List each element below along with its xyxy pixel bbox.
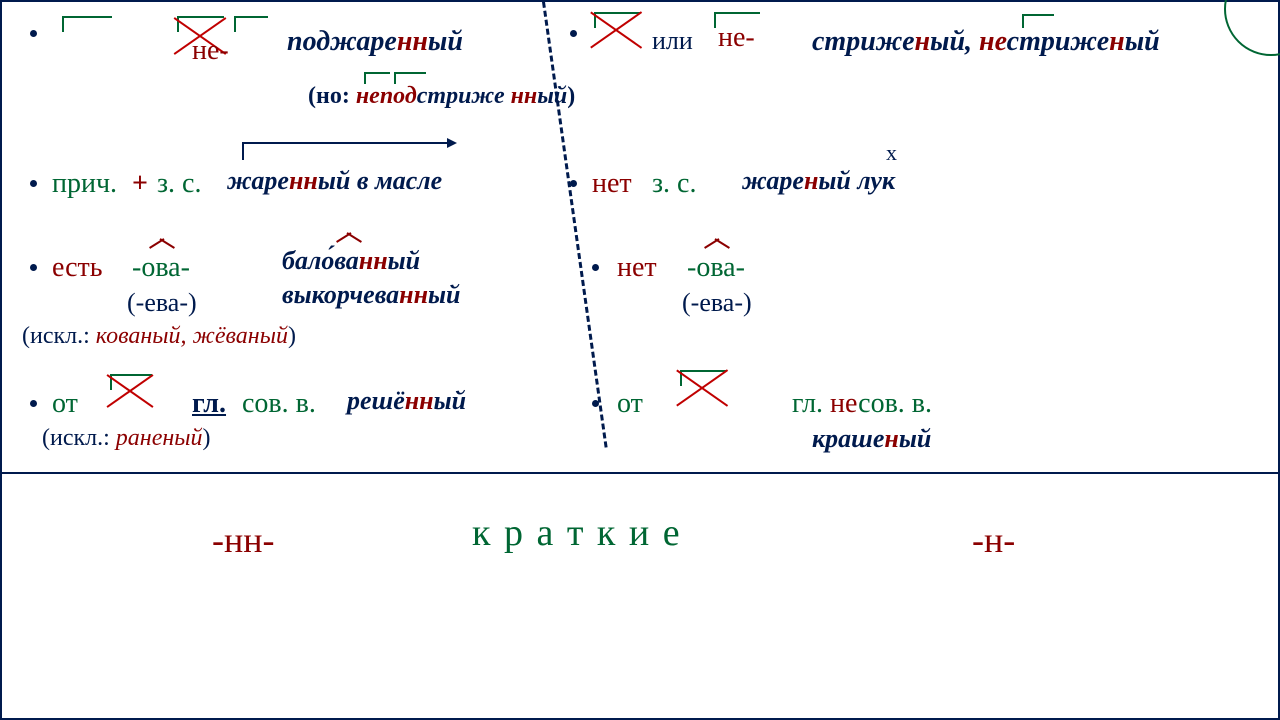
label-gl: гл. <box>192 390 226 418</box>
word-zharenyy-luk: жареный лук <box>742 168 895 194</box>
label-ot: от <box>617 390 643 418</box>
label-ne: не- <box>192 37 229 65</box>
note-iskl-kovanyy: (искл.: кованый, жёваный) <box>22 324 296 348</box>
bullet <box>30 400 37 407</box>
label-nn: -нн- <box>212 522 275 558</box>
word-zharennyy-v-masle: жаренный в масле <box>227 168 442 194</box>
label-zs: з. с. <box>652 170 697 198</box>
bullet <box>592 400 599 407</box>
label-eva: (-ева-) <box>127 290 197 316</box>
label-net: нет <box>592 170 632 198</box>
divider-diagonal <box>542 2 608 448</box>
note-iskl-ranenyy: (искл.: раненый) <box>42 426 211 450</box>
label-ova: -ова- <box>132 254 190 282</box>
label-ne: не- <box>718 24 755 52</box>
corner-arc <box>1224 0 1280 56</box>
word-balovannyy: бало́ванный <box>282 248 420 274</box>
label-est: есть <box>52 254 103 282</box>
arrow-head-icon <box>447 138 457 148</box>
arrow-segment <box>242 142 244 160</box>
label-zs: з. с. <box>157 170 202 198</box>
prefix-bracket <box>234 16 268 32</box>
note-nepodstrizhennyy: (но: неподстриже нный) <box>308 84 575 108</box>
word-vykorchevannyy: выкорчеванный <box>282 282 461 308</box>
bullet <box>30 264 37 271</box>
label-eva: (-ева-) <box>682 290 752 316</box>
label-sov: сов. в. <box>242 390 316 418</box>
cross-icon <box>680 370 724 406</box>
label-net: нет <box>617 254 657 282</box>
bullet <box>570 180 577 187</box>
word-strizhenyy: стриженый, нестриженый <box>812 28 1160 56</box>
bullet <box>592 264 599 271</box>
prefix-bracket <box>1022 14 1054 28</box>
label-gl-nesov: гл. несов. в. <box>792 390 932 418</box>
bullet <box>570 30 577 37</box>
divider-horizontal <box>2 472 1278 474</box>
label-n: -н- <box>972 522 1015 558</box>
label-prich: прич. <box>52 170 117 198</box>
word-reshennyy: решённый <box>347 388 466 414</box>
arrow-segment <box>242 142 447 144</box>
prefix-bracket <box>62 16 112 32</box>
label-ova: -ова- <box>687 254 745 282</box>
label-ili: или <box>652 28 693 54</box>
title-kratkie: к р а т к и е <box>472 514 682 552</box>
diagram-stage: не- поджаренный (но: неподстриже нный) и… <box>0 0 1280 720</box>
word-krashenyy: крашеный <box>812 426 931 452</box>
label-ot: от <box>52 390 78 418</box>
word-podzharennyy: поджаренный <box>287 28 463 56</box>
label-x: х <box>886 142 897 164</box>
label-plus: + <box>132 170 148 198</box>
cross-icon <box>110 374 150 408</box>
cross-icon <box>594 12 638 48</box>
bullet <box>30 180 37 187</box>
bullet <box>30 30 37 37</box>
